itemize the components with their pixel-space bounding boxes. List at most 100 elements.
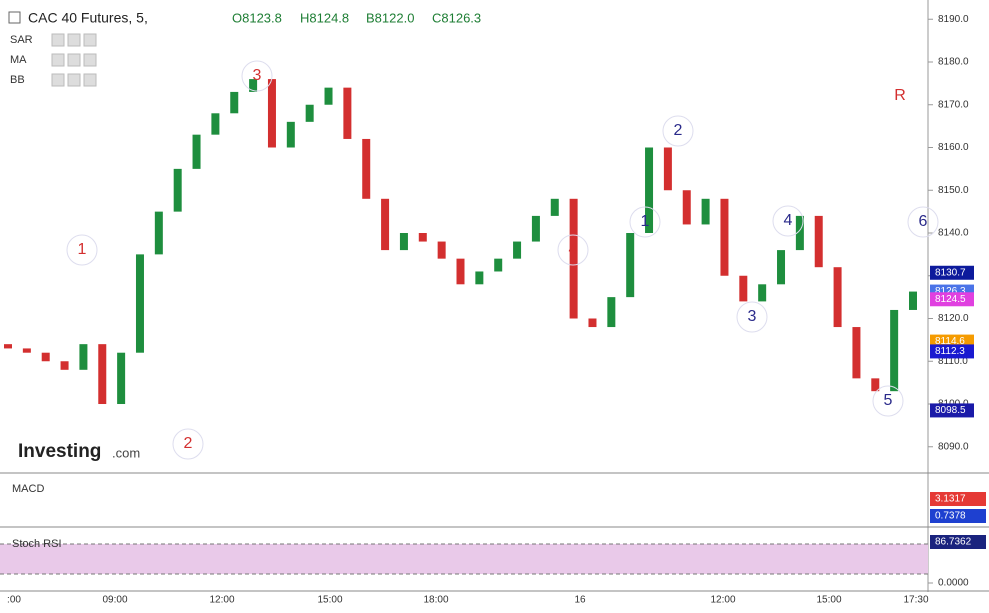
brand-suffix: .com [112,445,140,460]
candle [626,233,635,298]
candle [437,241,446,259]
y-tick-label: 8160.0 [938,142,969,153]
candle [513,241,522,259]
candle [663,147,672,191]
x-tick-label: 17:30 [903,595,928,606]
wave-circle [241,60,273,92]
y-tick-label: 8190.0 [938,14,969,25]
candle [135,254,144,353]
collapse-icon[interactable] [8,11,21,24]
candle [833,267,842,328]
candle [249,79,258,92]
indicator-name: SAR [10,34,33,46]
candle [381,198,390,251]
stoch-label-box [930,535,986,549]
wave-label: 2 [674,122,683,139]
price-label-box [930,403,974,418]
indicator-button [67,53,81,67]
candle [852,327,861,379]
wave-label: R [894,87,906,104]
ohlc-value: C8126.3 [432,10,481,25]
wave-circle [872,385,904,417]
stoch-tick-label: 0.0000 [938,578,969,589]
macd-label: 3.1317 [935,494,966,505]
candle [720,198,729,276]
candle [4,344,12,349]
x-tick-label: 12:00 [710,595,735,606]
y-tick-label: 8170.0 [938,99,969,110]
candle [343,87,352,139]
wave-label: 3 [748,308,757,325]
wave-label: 1 [78,241,87,258]
candle [569,198,578,319]
candle [60,361,69,370]
wave-circle [662,115,694,147]
wave-circle [629,206,661,238]
indicator-button [83,53,97,67]
y-tick-label: 8150.0 [938,185,969,196]
candle [305,104,314,122]
candle [267,79,276,148]
price-label: 8112.3 [935,346,965,357]
candle [324,87,333,105]
x-tick-label: 18:00 [423,595,448,606]
candle [682,190,691,225]
indicator-button [51,73,65,87]
candle [418,233,427,242]
wave-circle [907,206,939,238]
candle [117,352,126,405]
candle [362,138,371,199]
wave-circle [66,234,98,266]
indicator-button [67,73,81,87]
x-tick-label: 15:00 [317,595,342,606]
price-label-box [930,292,974,307]
ohlc-value: B8122.0 [366,10,414,25]
candle [154,211,163,255]
candle [588,318,597,328]
stoch-label: 86.7362 [935,537,972,548]
wave-circle [772,205,804,237]
candle [739,275,748,302]
wave-label: 5 [884,392,893,409]
price-label-box [930,344,974,359]
stoch-name: Stoch RSI [12,538,62,550]
macd-label-box [930,492,986,506]
candle [795,215,804,251]
stoch-band [0,544,928,574]
candle [890,309,899,392]
candle [871,378,880,392]
x-tick-label: 16 [574,595,586,606]
macd-name: MACD [12,483,44,495]
x-tick-label: :00 [7,595,21,606]
candle [22,348,31,353]
ohlc-value: H8124.8 [300,10,349,25]
indicator-name: BB [10,74,25,86]
price-label-box [930,265,974,280]
ohlc-value: O8123.8 [232,10,282,25]
x-tick-label: 12:00 [209,595,234,606]
candle [211,113,220,135]
indicator-button [51,33,65,47]
indicator-name: MA [10,54,27,66]
candle [98,344,107,405]
candle [607,297,616,328]
candle [173,168,182,212]
x-tick-label: 15:00 [816,595,841,606]
y-tick-label: 8140.0 [938,228,969,239]
y-tick-label: 8120.0 [938,313,969,324]
candle [909,291,917,310]
candle [701,198,710,225]
price-label: 8114.6 [935,336,965,347]
indicator-button [51,53,65,67]
wave-label: 6 [919,213,928,230]
price-label: 8126.3 [935,286,966,297]
candle [645,147,654,233]
candle [758,284,767,302]
candle [777,250,786,285]
candle [286,121,295,148]
candle [79,344,88,370]
brand: Investing [18,441,101,462]
wave-label: 3 [253,67,262,84]
